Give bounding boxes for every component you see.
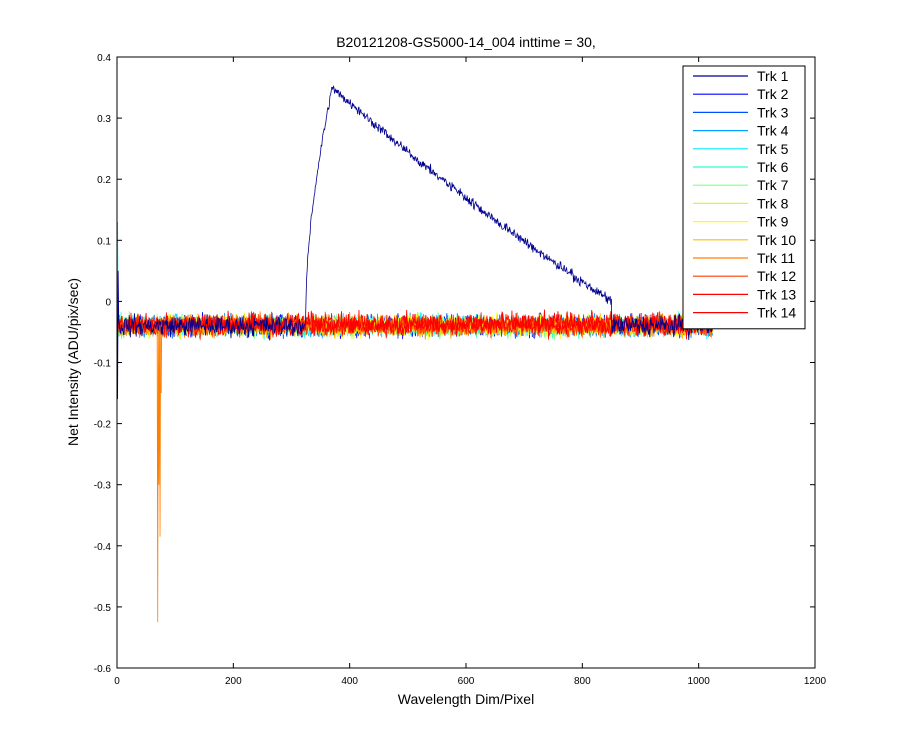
legend-label: Trk 5 xyxy=(757,141,789,157)
y-tick-label: 0.2 xyxy=(97,175,111,186)
legend-label: Trk 13 xyxy=(757,286,796,302)
legend-label: Trk 9 xyxy=(757,214,789,230)
y-tick-label: -0.5 xyxy=(94,603,112,614)
legend-box xyxy=(682,65,806,330)
legend-label: Trk 3 xyxy=(757,104,789,120)
legend-label: Trk 6 xyxy=(757,159,789,175)
x-tick-label: 1000 xyxy=(688,676,711,687)
y-tick-label: -0.3 xyxy=(94,481,112,492)
legend-label: Trk 1 xyxy=(757,68,789,84)
y-tick-label: -0.4 xyxy=(94,542,112,553)
x-tick-label: 0 xyxy=(114,676,120,687)
legend-label: Trk 8 xyxy=(757,195,789,211)
x-tick-label: 1200 xyxy=(804,676,827,687)
y-axis-label: Net Intensity (ADU/pix/sec) xyxy=(65,278,81,446)
legend-label: Trk 4 xyxy=(757,123,789,139)
x-axis-label: Wavelength Dim/Pixel xyxy=(398,691,534,707)
y-tick-label: -0.6 xyxy=(94,664,112,675)
y-tick-label: -0.2 xyxy=(94,420,112,431)
series-layer xyxy=(117,85,714,623)
y-tick-label: 0 xyxy=(105,297,111,308)
legend-label: Trk 2 xyxy=(757,86,789,102)
x-tick-label: 400 xyxy=(341,676,358,687)
legend-label: Trk 10 xyxy=(757,232,796,248)
legend-label: Trk 12 xyxy=(757,268,796,284)
series-line-1 xyxy=(117,85,714,400)
y-tick-label: 0.1 xyxy=(97,236,111,247)
y-tick-label: -0.1 xyxy=(94,359,112,370)
legend-label: Trk 14 xyxy=(757,305,796,321)
legend-label: Trk 7 xyxy=(757,177,789,193)
y-tick-label: 0.3 xyxy=(97,114,111,125)
x-tick-label: 800 xyxy=(574,676,591,687)
x-tick-label: 200 xyxy=(225,676,242,687)
chart-title: B20121208-GS5000-14_004 inttime = 30, xyxy=(336,34,596,50)
ticks-layer: 0 200 400 600 800 1000 1200 -0.6 -0.5 -0.4 -0.3 -0.… xyxy=(94,53,827,687)
legend-label: Trk 11 xyxy=(757,250,795,266)
y-tick-label: 0.4 xyxy=(97,53,111,64)
x-tick-label: 600 xyxy=(458,676,475,687)
legend: Trk 1 Trk 2 Trk 3 Trk 4 Trk 5 Trk 6 Trk 7 Trk 8… xyxy=(682,65,806,330)
